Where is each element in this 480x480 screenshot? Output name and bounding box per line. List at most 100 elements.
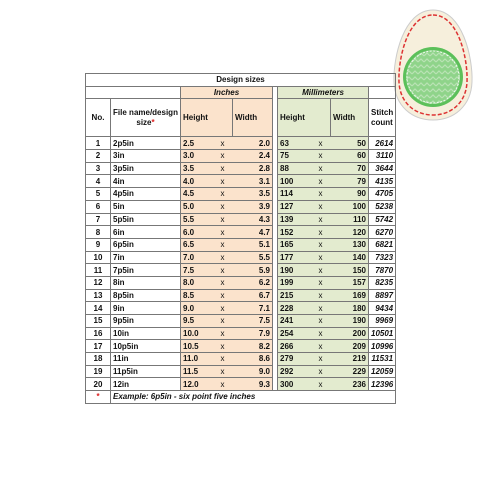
mm-width: 100	[330, 199, 369, 214]
size-table: Design sizes Inches Millimeters No. File…	[84, 73, 397, 404]
file-name: 8in	[110, 275, 181, 290]
file-name: 9in	[110, 301, 181, 315]
inch-width: 9.3	[232, 377, 273, 392]
footnote-text: Example: 6p5in - six point five inches	[109, 390, 397, 404]
separator: x	[310, 339, 331, 354]
mm-height: 100	[277, 174, 311, 189]
separator: x	[310, 237, 331, 252]
inch-width: 5.9	[232, 263, 273, 277]
separator: x	[212, 339, 233, 354]
row-number: 9	[85, 237, 111, 252]
separator: x	[212, 250, 233, 265]
row-number: 20	[85, 377, 111, 392]
row-number: 18	[85, 352, 111, 366]
file-name: 4p5in	[110, 187, 181, 201]
mm-height: 228	[277, 301, 311, 315]
table-row: 1 2p5in 2.5 x 2.0 63 x 50 2614	[85, 136, 397, 151]
col-header: Stitch count	[367, 98, 397, 138]
inch-width: 4.7	[232, 225, 273, 239]
file-name: 3p5in	[110, 161, 181, 176]
inch-width: 9.0	[232, 364, 273, 379]
mm-height: 254	[277, 326, 311, 341]
separator: x	[212, 314, 233, 328]
file-name: 10p5in	[110, 339, 181, 354]
stitch-count: 11531	[367, 352, 397, 366]
file-name: 7p5in	[110, 263, 181, 277]
inch-height: 4.5	[180, 187, 213, 201]
table-row: 14 9in 9.0 x 7.1 228 x 180 9434	[85, 301, 397, 315]
separator: x	[212, 174, 233, 189]
mm-height: 152	[277, 225, 311, 239]
row-number: 3	[85, 161, 111, 176]
inch-height: 7.5	[180, 263, 213, 277]
mm-height: 300	[277, 377, 311, 392]
inch-height: 3.0	[180, 149, 213, 163]
row-number: 7	[85, 212, 111, 227]
row-number: 12	[85, 275, 111, 290]
inch-height: 8.5	[180, 288, 213, 303]
inch-width: 6.7	[232, 288, 273, 303]
separator: x	[212, 237, 233, 252]
table-row: 20 12in 12.0 x 9.3 300 x 236 12396	[85, 377, 397, 392]
inch-width: 3.9	[232, 199, 273, 214]
row-number: 19	[85, 364, 111, 379]
table-row: 15 9p5in 9.5 x 7.5 241 x 190 9969	[85, 314, 397, 328]
inch-width: 5.5	[232, 250, 273, 265]
inch-height: 9.5	[180, 314, 213, 328]
file-name: 5p5in	[110, 212, 181, 227]
mm-height: 63	[277, 136, 311, 151]
table-row: 13 8p5in 8.5 x 6.7 215 x 169 8897	[85, 288, 397, 303]
col-header: Width	[232, 98, 273, 138]
inch-width: 6.2	[232, 275, 273, 290]
table-row: 12 8in 8.0 x 6.2 199 x 157 8235	[85, 275, 397, 290]
row-number: 16	[85, 326, 111, 341]
inch-height: 8.0	[180, 275, 213, 290]
mm-width: 190	[330, 314, 369, 328]
stitch-count: 5742	[367, 212, 397, 227]
mm-width: 236	[330, 377, 369, 392]
mm-width: 229	[330, 364, 369, 379]
row-number: 2	[85, 149, 111, 163]
blank	[85, 85, 181, 100]
stitch-count: 8897	[367, 288, 397, 303]
mm-height: 279	[277, 352, 311, 366]
inch-width: 4.3	[232, 212, 273, 227]
asterisk: *	[151, 117, 155, 127]
inch-height: 12.0	[180, 377, 213, 392]
separator: x	[310, 364, 331, 379]
inch-height: 4.0	[180, 174, 213, 189]
separator: x	[310, 199, 331, 214]
stitch-count: 5238	[367, 199, 397, 214]
row-number: 17	[85, 339, 111, 354]
mm-height: 75	[277, 149, 311, 163]
inch-height: 10.5	[180, 339, 213, 354]
separator: x	[212, 149, 233, 163]
inch-height: 5.5	[180, 212, 213, 227]
inch-height: 6.5	[180, 237, 213, 252]
inch-height: 3.5	[180, 161, 213, 176]
mm-width: 130	[330, 237, 369, 252]
inch-width: 2.8	[232, 161, 273, 176]
separator: x	[310, 263, 331, 277]
mm-width: 140	[330, 250, 369, 265]
separator: x	[310, 161, 331, 176]
row-number: 8	[85, 225, 111, 239]
separator: x	[310, 149, 331, 163]
mm-height: 241	[277, 314, 311, 328]
mm-width: 110	[330, 212, 369, 227]
inch-width: 2.4	[232, 149, 273, 163]
mm-width: 79	[330, 174, 369, 189]
row-number: 5	[85, 187, 111, 201]
group-header: Inches	[180, 85, 273, 100]
separator: x	[212, 199, 233, 214]
col-header: File name/design size*	[110, 98, 181, 138]
stitch-count: 10996	[367, 339, 397, 354]
stitch-count: 9434	[367, 301, 397, 315]
table-row: 10 7in 7.0 x 5.5 177 x 140 7323	[85, 250, 397, 265]
col-header: Height	[277, 98, 331, 138]
table-row: 19 11p5in 11.5 x 9.0 292 x 229 12059	[85, 364, 397, 379]
mm-width: 60	[330, 149, 369, 163]
row-number: 10	[85, 250, 111, 265]
mm-width: 120	[330, 225, 369, 239]
